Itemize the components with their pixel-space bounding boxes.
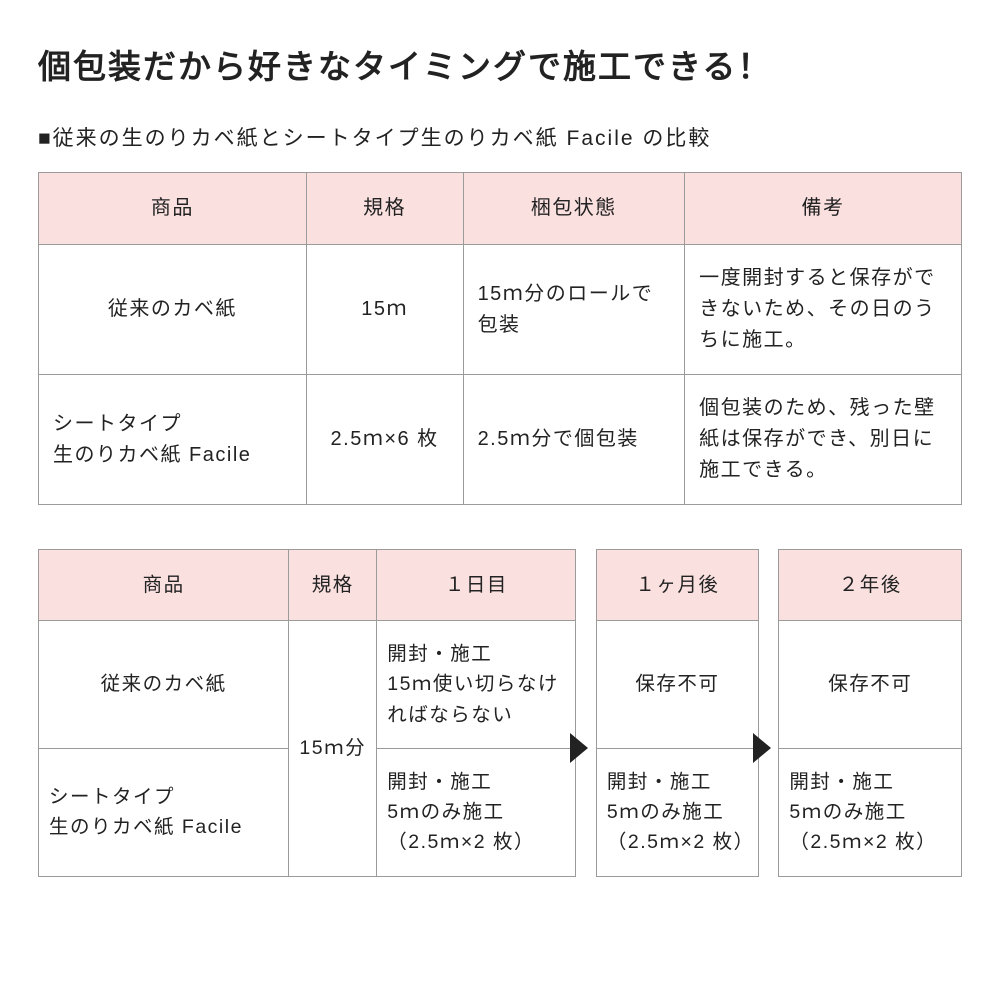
cell-packaging: 2.5ｍ分で個包装 — [463, 375, 685, 505]
comparison-table-2: 商品 規格 １日目 １ヶ月後 ２年後 従来のカベ紙 15ｍ分 開封・施工15ｍ使… — [38, 549, 962, 877]
cell-year2: 保存不可 — [779, 621, 962, 749]
table-row: シートタイプ生のりカベ紙 Facile 開封・施工5ｍのみ施工（2.5ｍ×2 枚… — [39, 748, 962, 876]
table-header-row: 商品 規格 １日目 １ヶ月後 ２年後 — [39, 550, 962, 621]
col-product: 商品 — [39, 550, 289, 621]
arrow-right-icon — [753, 733, 771, 763]
col-year2: ２年後 — [779, 550, 962, 621]
comparison-subtitle: ■従来の生のりカベ紙とシートタイプ生のりカベ紙 Facile の比較 — [38, 122, 962, 152]
cell-year2: 開封・施工5ｍのみ施工（2.5ｍ×2 枚） — [779, 748, 962, 876]
gap-arrow — [576, 621, 596, 876]
cell-remarks: 個包装のため、残った壁紙は保存ができ、別日に施工できる。 — [685, 375, 962, 505]
cell-remarks: 一度開封すると保存ができないため、その日のうちに施工。 — [685, 245, 962, 375]
col-packaging: 梱包状態 — [463, 173, 685, 245]
cell-product: シートタイプ生のりカベ紙 Facile — [39, 748, 289, 876]
col-spec: 規格 — [306, 173, 463, 245]
col-spec: 規格 — [289, 550, 377, 621]
cell-month1: 保存不可 — [596, 621, 758, 749]
comparison-table-1: 商品 規格 梱包状態 備考 従来のカベ紙 15ｍ 15ｍ分のロールで包装 一度開… — [38, 172, 962, 505]
gap — [759, 550, 779, 621]
col-product: 商品 — [39, 173, 307, 245]
cell-spec: 2.5ｍ×6 枚 — [306, 375, 463, 505]
col-month1: １ヶ月後 — [596, 550, 758, 621]
table-row: シートタイプ生のりカベ紙 Facile 2.5ｍ×6 枚 2.5ｍ分で個包装 個… — [39, 375, 962, 505]
cell-product: シートタイプ生のりカベ紙 Facile — [39, 375, 307, 505]
gap — [576, 550, 596, 621]
cell-spec-merged: 15ｍ分 — [289, 621, 377, 876]
cell-day1: 開封・施工15ｍ使い切らなければならない — [377, 621, 576, 749]
cell-packaging: 15ｍ分のロールで包装 — [463, 245, 685, 375]
page-title: 個包装だから好きなタイミングで施工できる！ — [38, 40, 962, 88]
table-row: 従来のカベ紙 15ｍ分 開封・施工15ｍ使い切らなければならない 保存不可 保存… — [39, 621, 962, 749]
cell-product: 従来のカベ紙 — [39, 245, 307, 375]
col-day1: １日目 — [377, 550, 576, 621]
arrow-right-icon — [570, 733, 588, 763]
gap-arrow — [759, 621, 779, 876]
cell-spec: 15ｍ — [306, 245, 463, 375]
col-remarks: 備考 — [685, 173, 962, 245]
table-row: 従来のカベ紙 15ｍ 15ｍ分のロールで包装 一度開封すると保存ができないため、… — [39, 245, 962, 375]
cell-month1: 開封・施工5ｍのみ施工（2.5ｍ×2 枚） — [596, 748, 758, 876]
table-header-row: 商品 規格 梱包状態 備考 — [39, 173, 962, 245]
cell-day1: 開封・施工5ｍのみ施工（2.5ｍ×2 枚） — [377, 748, 576, 876]
cell-product: 従来のカベ紙 — [39, 621, 289, 749]
